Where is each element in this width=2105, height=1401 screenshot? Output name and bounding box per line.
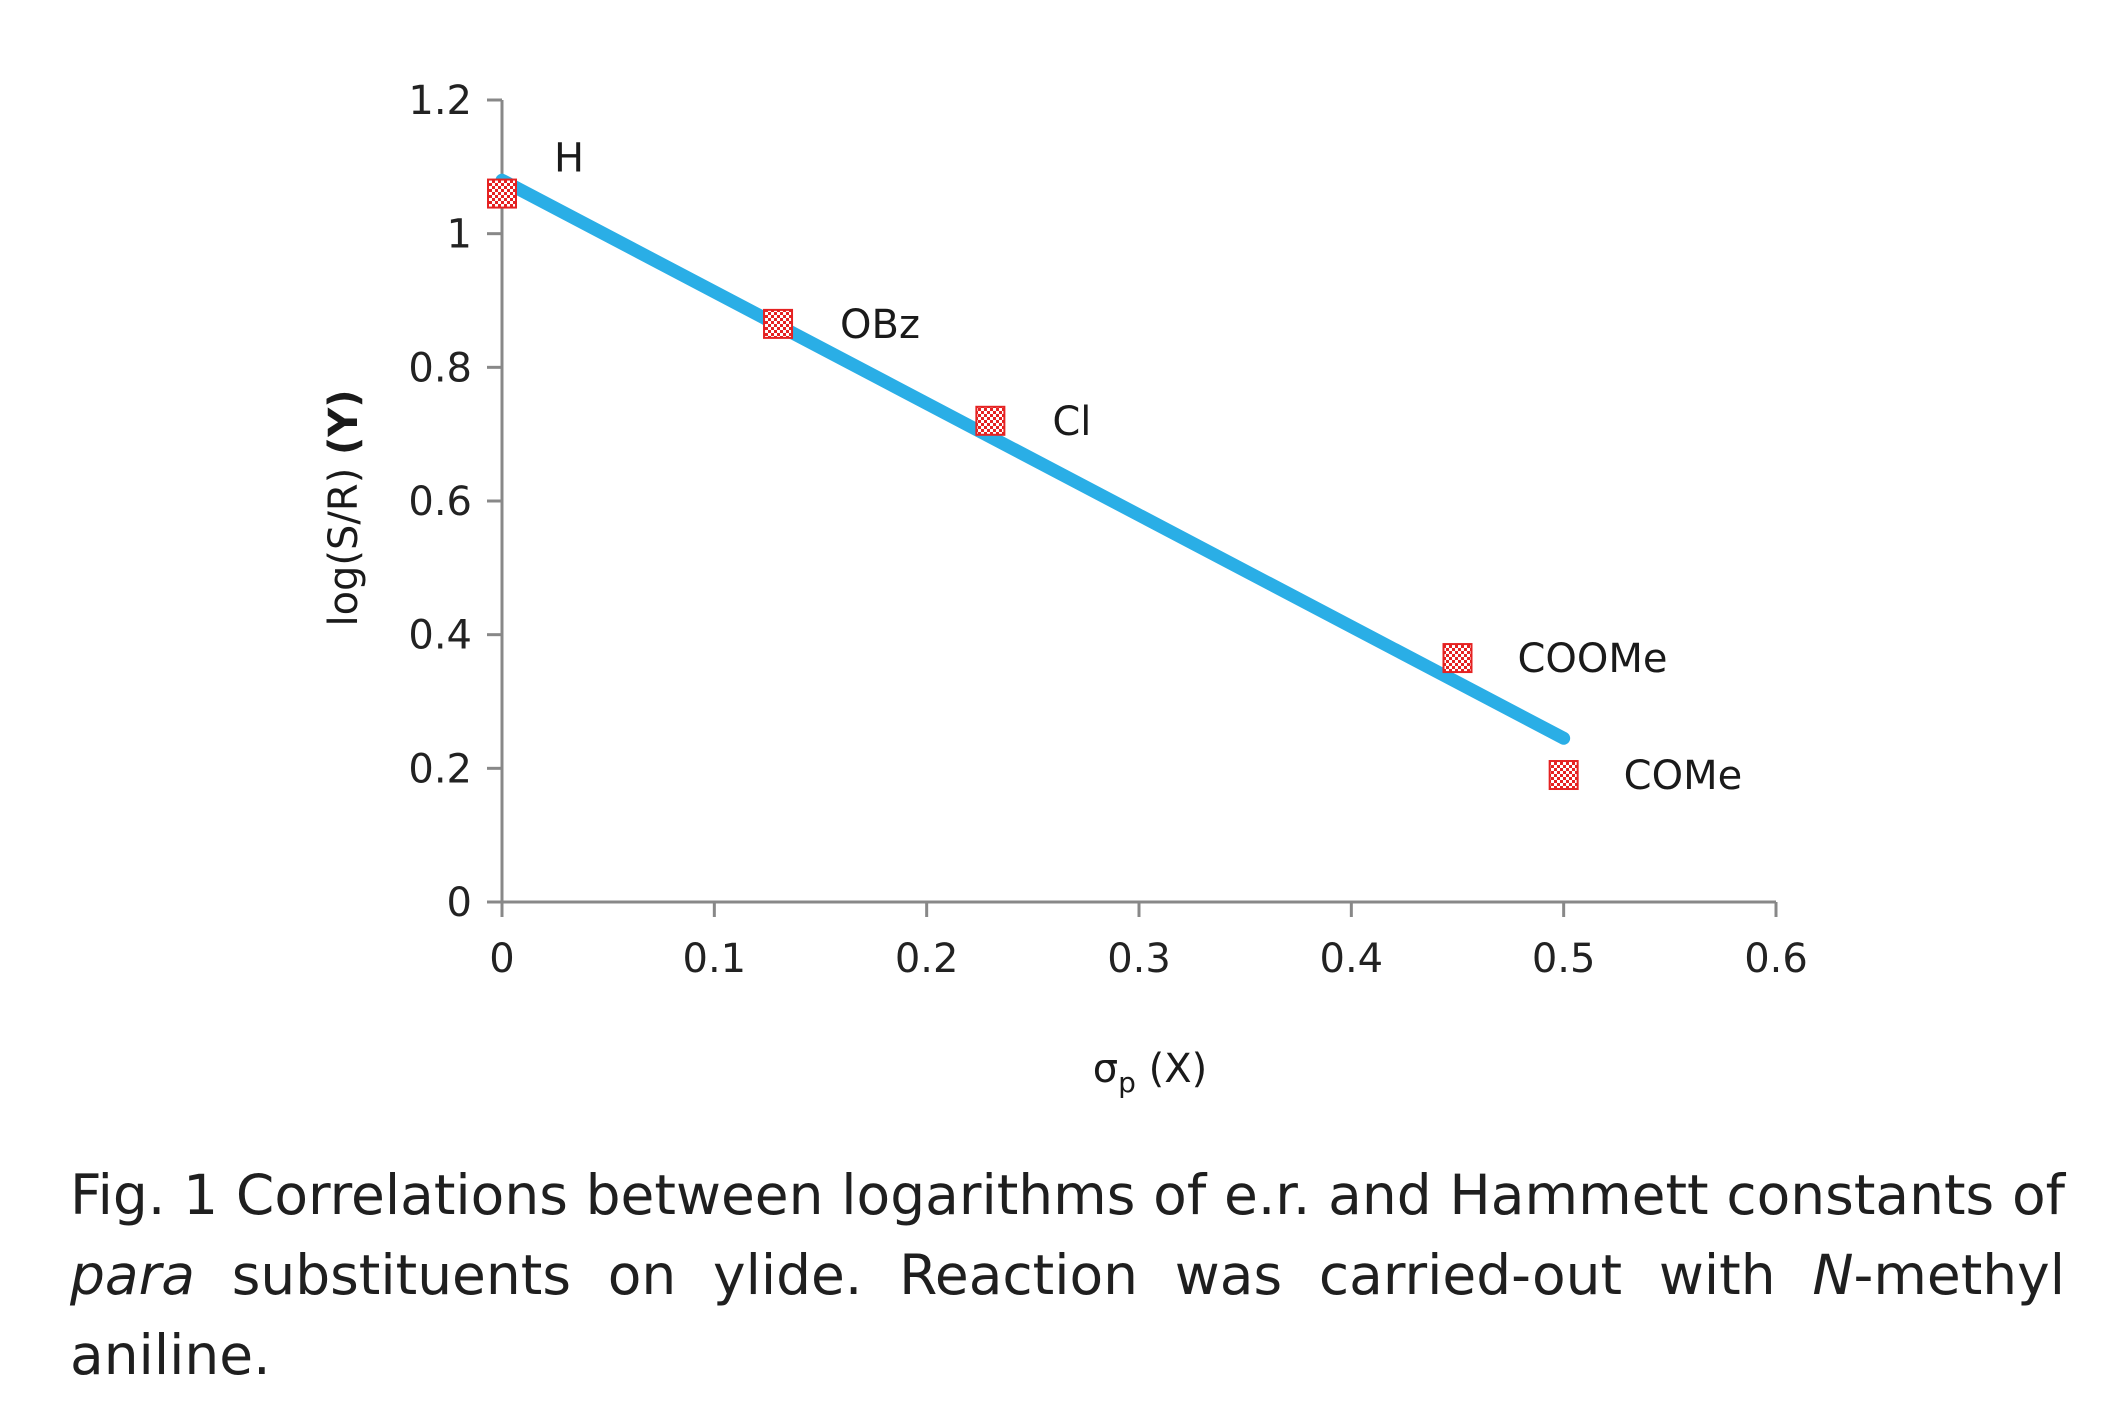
x-tick-label: 0 [489,936,514,982]
data-point-label: COOMe [1518,636,1668,682]
data-point-label: COMe [1624,753,1743,799]
caption-text-1: Correlations between logarithms of e.r. … [218,1163,2065,1227]
data-point-label: Cl [1052,399,1091,445]
caption-italic-para: para [70,1243,195,1307]
figure-caption: Fig. 1 Correlations between logarithms o… [70,1155,2065,1395]
markers [487,178,1579,791]
data-point-marker [763,308,794,339]
y-tick-label: 1.2 [408,78,472,124]
x-tick-label: 0.1 [683,936,747,982]
data-point-marker [487,178,517,209]
data-point-label: H [554,136,584,182]
trendline [495,173,1571,745]
y-tick-label: 0.2 [408,746,472,792]
figure-label: Fig. 1 [70,1163,219,1227]
data-point-label: OBz [840,302,920,348]
axis-titles: σp (X) log(S/R) (Y) [321,389,1207,1099]
point-labels: H OBz Cl COOMe COMe [554,136,1742,799]
y-axis-title: log(S/R) (Y) [321,389,367,626]
y-tick-label: 1 [447,212,472,258]
caption-italic-n: N [1812,1243,1854,1307]
data-point-marker [975,405,1006,436]
caption-text-3: -methyl aniline. [70,1243,2065,1387]
x-tick-label: 0.4 [1320,936,1384,982]
x-tick-label: 0.6 [1744,936,1808,982]
x-tick-label: 0.2 [895,936,959,982]
x-tick-label: 0.3 [1107,936,1171,982]
data-point-marker [1442,643,1473,674]
y-tick-label: 0.8 [408,345,472,391]
data-point-marker [1548,760,1579,791]
x-tick-label: 0.5 [1532,936,1596,982]
y-tick-label: 0.6 [408,479,472,525]
y-tick-label: 0 [447,880,472,926]
hammett-chart: 0 0.1 0.2 0.3 0.4 0.5 0.6 0 0.2 0.4 0.6 0.8 1 1.2 H OB… [321,78,1808,1099]
y-tick-label: 0.4 [408,613,472,659]
trendline-group [495,173,1571,745]
axes: 0 0.1 0.2 0.3 0.4 0.5 0.6 0 0.2 0.4 0.6 0.8 1 1.2 [408,78,1807,982]
caption-text-2: substituents on ylide. Reaction was carr… [194,1243,1813,1307]
x-axis-title: σp (X) [1093,1046,1207,1099]
